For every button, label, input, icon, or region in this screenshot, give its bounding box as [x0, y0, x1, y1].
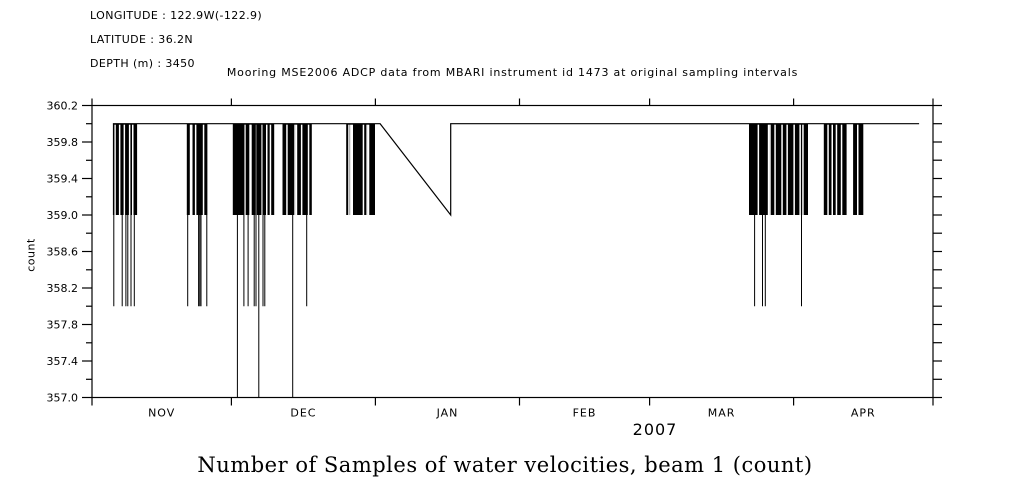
- chart-caption: Number of Samples of water velocities, b…: [197, 453, 813, 477]
- x-tick-label: APR: [851, 407, 876, 420]
- y-tick-label: 360.2: [47, 100, 79, 113]
- plot-title: Mooring MSE2006 ADCP data from MBARI ins…: [226, 66, 799, 79]
- depth-label: DEPTH (m) : 3450: [90, 57, 195, 70]
- axis-ticks: [82, 98, 942, 406]
- x-tick-label: MAR: [708, 407, 736, 420]
- y-tick-label: 358.2: [47, 282, 79, 295]
- header-block: LONGITUDE : 122.9W(-122.9) LATITUDE : 36…: [90, 10, 262, 70]
- x-tick-label: JAN: [436, 407, 459, 420]
- data-backbone-line: [112, 123, 920, 217]
- longitude-label: LONGITUDE : 122.9W(-122.9): [90, 9, 263, 22]
- y-tick-label: 359.0: [47, 209, 79, 222]
- data-bands: [112, 123, 864, 215]
- x-tick-label: NOV: [148, 407, 175, 420]
- data-spikes: [113, 123, 802, 398]
- y-tick-label: 357.4: [47, 355, 79, 368]
- y-tick-label: 357.8: [47, 319, 79, 332]
- y-tick-label: 359.4: [47, 173, 79, 186]
- x-tick-label: FEB: [573, 407, 597, 420]
- y-tick-label: 357.0: [47, 392, 79, 405]
- y-tick-label: 359.8: [47, 136, 79, 149]
- latitude-label: LATITUDE : 36.2N: [90, 33, 194, 46]
- y-tick-label: 358.6: [47, 246, 79, 259]
- x-tick-label: DEC: [290, 407, 316, 420]
- x-axis-year-label: 2007: [632, 420, 678, 439]
